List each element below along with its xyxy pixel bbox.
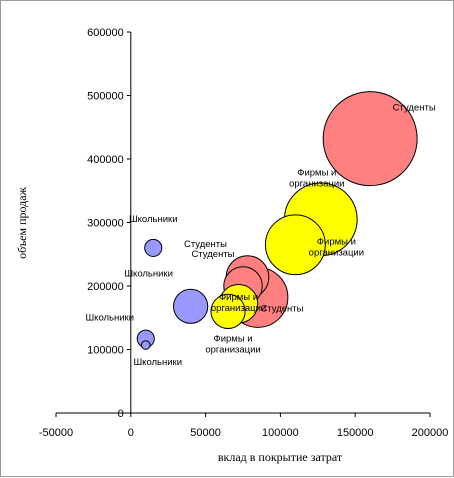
bubble-schoolchildren-3 bbox=[140, 340, 151, 350]
bubble-label-line: организации bbox=[289, 178, 344, 189]
y-tick-label: 300000 bbox=[87, 218, 124, 230]
bubble-label-firms-0: Фирмы и организации bbox=[289, 167, 344, 189]
bubble-schoolchildren-1 bbox=[173, 288, 209, 324]
x-tick-label: 50000 bbox=[190, 427, 221, 439]
y-tick-label: 500000 bbox=[87, 91, 124, 103]
x-tick-label: 100000 bbox=[262, 427, 299, 439]
y-tick-label: 200000 bbox=[87, 281, 124, 293]
bubble-label-schoolchildren-1: Школьники bbox=[124, 268, 173, 279]
x-tick-label: -50000 bbox=[39, 427, 73, 439]
plot-area bbox=[136, 91, 418, 350]
bubble-label-firms-3: Фирмы и организации bbox=[211, 292, 266, 314]
bubble-label-line: организации bbox=[211, 303, 266, 314]
axes: 0100000200000300000400000500000600000-50… bbox=[39, 27, 448, 439]
bubble-students-0 bbox=[322, 91, 418, 187]
bubble-firms-2 bbox=[210, 293, 246, 329]
x-tick-label: 150000 bbox=[337, 427, 374, 439]
y-tick-label: 400000 bbox=[87, 154, 124, 166]
bubble-label-line: Фирмы и bbox=[297, 167, 336, 178]
bubble-label-students-2: Студенты bbox=[191, 249, 234, 260]
bubble-label-line: организации bbox=[205, 344, 260, 355]
bubble-label-schoolchildren-2: Школьники bbox=[85, 313, 134, 324]
y-axis-title: объем продаж bbox=[15, 186, 29, 258]
bubble-label-students-3: Студенты bbox=[260, 303, 303, 314]
bubble-schoolchildren-0 bbox=[144, 238, 163, 257]
bubble-label-firms-1: Фирмы и организации bbox=[309, 237, 364, 259]
bubble-label-schoolchildren-0: Школьники bbox=[129, 214, 178, 225]
bubble-label-line: Фирмы и bbox=[219, 292, 258, 303]
bubble-firms-1 bbox=[264, 214, 326, 276]
x-tick-label: 200000 bbox=[412, 427, 449, 439]
y-tick-label: 0 bbox=[118, 408, 124, 420]
bubble-label-line: Фирмы и bbox=[213, 333, 252, 344]
bubble-label-students-0: Студенты bbox=[393, 103, 436, 114]
x-tick-label: 0 bbox=[128, 427, 134, 439]
y-tick-label: 100000 bbox=[87, 345, 124, 357]
bubble-label-firms-2: Фирмы и организации bbox=[205, 333, 260, 355]
bubble-label-schoolchildren-3: Школьники bbox=[133, 357, 182, 368]
y-tick-label: 600000 bbox=[87, 27, 124, 39]
bubble-label-line: организации bbox=[309, 248, 364, 259]
bubble-label-line: Фирмы и bbox=[317, 237, 356, 248]
x-axis-title: вклад в покрытие затрат bbox=[218, 450, 343, 464]
bubble-label-students-1: Студенты bbox=[184, 239, 227, 250]
